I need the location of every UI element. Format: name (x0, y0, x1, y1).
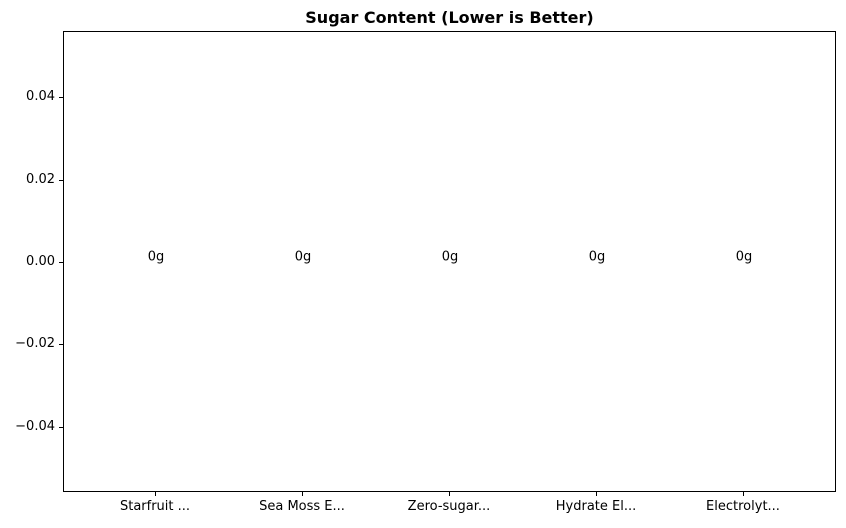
bar-value-label: 0g (735, 249, 753, 265)
y-tick-label: −0.04 (15, 419, 55, 434)
plot-area: 0g 0g 0g 0g 0g (63, 31, 836, 492)
x-tick-mark (743, 492, 744, 496)
y-tick-label: 0.04 (26, 89, 55, 104)
x-category-label: Hydrate El... (555, 499, 637, 514)
x-category-label: Electrolyt... (706, 499, 780, 514)
bar-value-label: 0g (588, 249, 606, 265)
y-tick-label: −0.02 (15, 336, 55, 351)
x-tick-mark (302, 492, 303, 496)
bar-value-label: 0g (441, 249, 459, 265)
x-tick-mark (155, 492, 156, 496)
y-tick-mark (59, 344, 63, 345)
y-tick-label: 0.02 (26, 172, 55, 187)
x-tick-mark (596, 492, 597, 496)
y-tick-label: 0.00 (26, 254, 55, 269)
x-category-label: Starfruit ... (119, 499, 191, 514)
y-tick-mark (59, 262, 63, 263)
bar-value-label: 0g (147, 249, 165, 265)
y-tick-mark (59, 180, 63, 181)
bar-value-label: 0g (294, 249, 312, 265)
x-category-label: Zero-sugar... (407, 499, 491, 514)
y-tick-mark (59, 427, 63, 428)
x-category-label: Sea Moss E... (259, 499, 345, 514)
chart-title: Sugar Content (Lower is Better) (305, 8, 594, 27)
y-tick-mark (59, 97, 63, 98)
x-tick-mark (449, 492, 450, 496)
